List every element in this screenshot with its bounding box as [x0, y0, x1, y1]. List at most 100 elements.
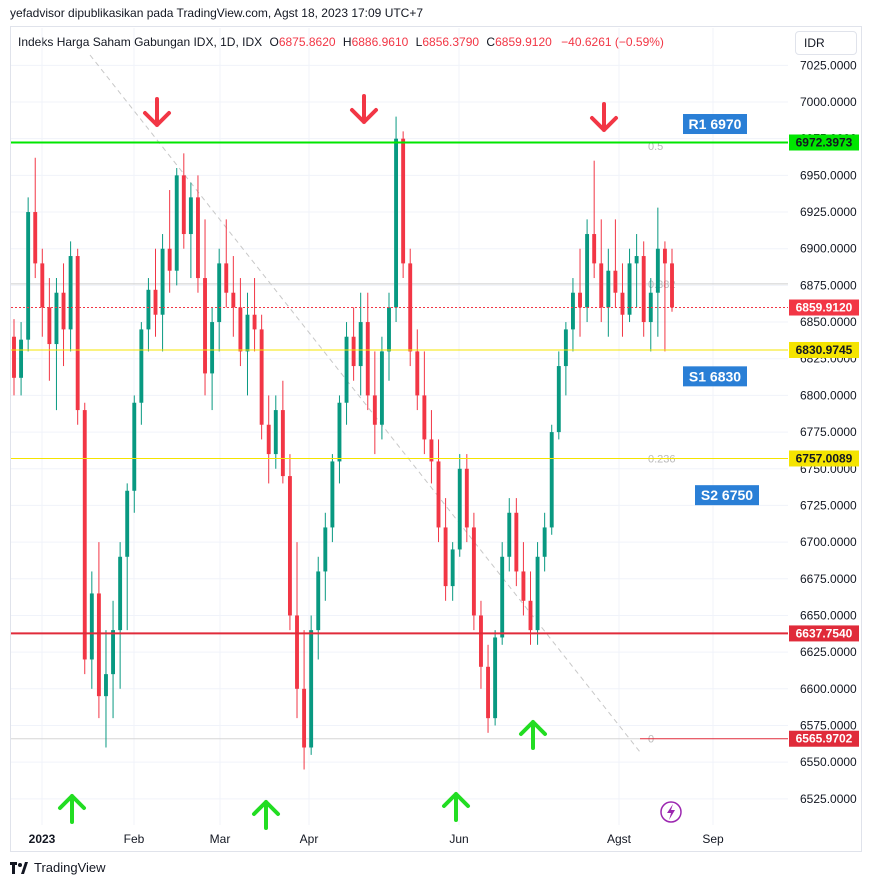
- candle-body[interactable]: [662, 248, 667, 264]
- candle-body[interactable]: [273, 410, 278, 455]
- candle-body[interactable]: [309, 630, 314, 748]
- candle-body[interactable]: [365, 322, 370, 396]
- candle-body[interactable]: [415, 351, 420, 396]
- candle-body[interactable]: [259, 329, 264, 425]
- candle-body[interactable]: [61, 292, 66, 330]
- candle-body[interactable]: [118, 556, 123, 631]
- candle-body[interactable]: [47, 307, 52, 345]
- candle-body[interactable]: [104, 674, 108, 697]
- candle-body[interactable]: [592, 234, 597, 264]
- candle-body[interactable]: [408, 263, 413, 352]
- annotation-box[interactable]: [683, 114, 747, 135]
- annotation-box[interactable]: [695, 485, 759, 506]
- candle-body[interactable]: [54, 292, 59, 345]
- candle-body[interactable]: [429, 439, 434, 462]
- candle-body[interactable]: [252, 314, 257, 330]
- candle-body[interactable]: [394, 138, 399, 308]
- candle-body[interactable]: [464, 468, 469, 528]
- candle-body[interactable]: [181, 175, 186, 235]
- candle-body[interactable]: [507, 512, 512, 557]
- candle-body[interactable]: [75, 256, 80, 411]
- candle-body[interactable]: [372, 395, 377, 425]
- candle-body[interactable]: [556, 366, 561, 433]
- candle-body[interactable]: [613, 270, 618, 293]
- candle-body[interactable]: [295, 615, 299, 689]
- candle-body[interactable]: [493, 637, 498, 719]
- candle-body[interactable]: [457, 468, 462, 550]
- candle-body[interactable]: [549, 432, 554, 528]
- candle-body[interactable]: [68, 256, 73, 330]
- lightning-icon[interactable]: [660, 801, 682, 823]
- candle-body[interactable]: [578, 292, 582, 308]
- candle-body[interactable]: [89, 593, 94, 660]
- candle-body[interactable]: [655, 248, 660, 293]
- candle-body[interactable]: [563, 329, 568, 367]
- candle-body[interactable]: [19, 339, 24, 378]
- candle-body[interactable]: [422, 395, 427, 440]
- candle-body[interactable]: [471, 527, 476, 616]
- candle-body[interactable]: [266, 424, 271, 455]
- candle-body[interactable]: [606, 270, 611, 308]
- candle-body[interactable]: [387, 307, 391, 352]
- candle-body[interactable]: [528, 600, 533, 631]
- candle-body[interactable]: [111, 630, 115, 675]
- candle-body[interactable]: [634, 256, 639, 264]
- candle-body[interactable]: [479, 615, 483, 667]
- candle-body[interactable]: [330, 461, 335, 528]
- candle-body[interactable]: [210, 322, 215, 374]
- candle-body[interactable]: [599, 263, 604, 308]
- candle-body[interactable]: [542, 527, 547, 557]
- candle-body[interactable]: [535, 556, 540, 631]
- candle-body[interactable]: [486, 666, 490, 719]
- candle-body[interactable]: [436, 461, 441, 528]
- candle-body[interactable]: [33, 212, 38, 264]
- candle-body[interactable]: [196, 197, 200, 279]
- candle-body[interactable]: [26, 212, 31, 340]
- candle-body[interactable]: [160, 248, 165, 315]
- candle-body[interactable]: [280, 410, 285, 477]
- candle-body[interactable]: [139, 329, 144, 403]
- candle-body[interactable]: [443, 527, 448, 587]
- candle-body[interactable]: [641, 256, 646, 323]
- candle-body[interactable]: [337, 402, 342, 462]
- candle-body[interactable]: [358, 322, 363, 367]
- candle-body[interactable]: [514, 512, 519, 572]
- candle-body[interactable]: [203, 278, 207, 374]
- candle-body[interactable]: [82, 410, 87, 660]
- annotation-box[interactable]: [683, 366, 747, 387]
- candle-body[interactable]: [316, 571, 321, 631]
- candle-body[interactable]: [153, 289, 158, 315]
- candle-body[interactable]: [670, 263, 674, 308]
- candle-body[interactable]: [146, 289, 151, 330]
- candle-body[interactable]: [96, 593, 101, 697]
- currency-button[interactable]: IDR: [795, 31, 857, 55]
- candle-body[interactable]: [351, 336, 356, 367]
- candle-body[interactable]: [648, 292, 653, 323]
- candle-body[interactable]: [125, 490, 130, 557]
- candle-body[interactable]: [231, 292, 236, 308]
- symbol-title[interactable]: Indeks Harga Saham Gabungan IDX, 1D, IDX: [18, 35, 263, 49]
- candle-body[interactable]: [571, 292, 575, 330]
- candle-body[interactable]: [585, 234, 590, 308]
- candle-body[interactable]: [450, 549, 455, 587]
- candle-body[interactable]: [12, 336, 16, 378]
- candle-body[interactable]: [217, 263, 222, 323]
- candle-body[interactable]: [323, 527, 328, 572]
- candle-body[interactable]: [401, 138, 406, 264]
- candle-body[interactable]: [627, 263, 632, 315]
- candle-body[interactable]: [620, 292, 625, 315]
- candle-body[interactable]: [521, 571, 526, 601]
- candle-body[interactable]: [245, 314, 250, 352]
- candle-body[interactable]: [167, 248, 172, 271]
- candle-body[interactable]: [287, 476, 292, 616]
- candle-body[interactable]: [238, 307, 243, 352]
- candle-body[interactable]: [500, 556, 505, 638]
- candle-body[interactable]: [132, 402, 137, 491]
- candle-body[interactable]: [188, 197, 193, 235]
- candle-body[interactable]: [174, 175, 179, 271]
- candle-body[interactable]: [302, 688, 307, 748]
- candle-body[interactable]: [344, 336, 349, 403]
- candle-body[interactable]: [224, 263, 229, 293]
- candle-body[interactable]: [40, 263, 45, 308]
